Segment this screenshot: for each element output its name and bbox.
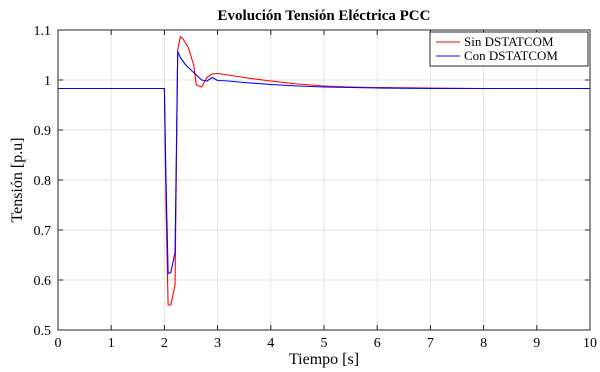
x-tick-label: 1 bbox=[108, 336, 115, 351]
y-tick-label: 0.7 bbox=[34, 224, 52, 239]
x-tick-label: 0 bbox=[55, 336, 62, 351]
series-line-con-dstatcom bbox=[58, 50, 590, 275]
grid bbox=[57, 29, 591, 331]
y-tick-label: 1 bbox=[44, 74, 51, 89]
x-axis-label: Tiempo [s] bbox=[289, 351, 359, 368]
y-tick-label: 0.6 bbox=[34, 274, 52, 289]
ticks: 0 1 2 3 4 5 6 7 8 9 10 0.5 0.6 0.7 0.8 0.9 1 1.1 bbox=[34, 24, 598, 351]
x-tick-label: 4 bbox=[267, 336, 274, 351]
x-tick-label: 7 bbox=[427, 336, 434, 351]
y-axis-label: Tensión [p.u] bbox=[9, 137, 26, 222]
x-tick-label: 2 bbox=[161, 336, 168, 351]
y-tick-label: 0.9 bbox=[34, 124, 52, 139]
chart-title: Evolución Tensión Eléctrica PCC bbox=[218, 8, 431, 24]
series-group bbox=[58, 35, 590, 306]
legend-label-sin-dstatcom: Sin DSTATCOM bbox=[464, 34, 554, 49]
x-tick-label: 3 bbox=[214, 336, 221, 351]
x-tick-label: 9 bbox=[533, 336, 540, 351]
legend-label-con-dstatcom: Con DSTATCOM bbox=[464, 48, 558, 63]
legend: Sin DSTATCOM Con DSTATCOM bbox=[429, 31, 589, 67]
y-tick-label: 0.5 bbox=[34, 324, 52, 339]
legend-box bbox=[429, 31, 589, 67]
y-tick-label: 1.1 bbox=[34, 24, 52, 39]
x-tick-label: 5 bbox=[321, 336, 328, 351]
y-tick-label: 0.8 bbox=[34, 174, 52, 189]
x-tick-label: 6 bbox=[374, 336, 381, 351]
x-tick-label: 8 bbox=[480, 336, 487, 351]
x-tick-label: 10 bbox=[583, 336, 597, 351]
